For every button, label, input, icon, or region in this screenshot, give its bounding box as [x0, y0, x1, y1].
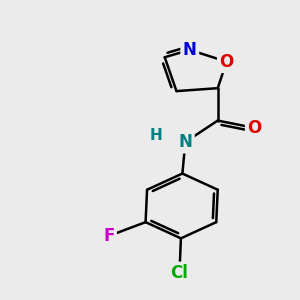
- Text: N: N: [183, 41, 197, 59]
- Text: F: F: [103, 227, 115, 245]
- Text: O: O: [219, 53, 234, 71]
- Text: H: H: [149, 128, 162, 143]
- Text: Cl: Cl: [170, 264, 188, 282]
- Text: N: N: [178, 133, 192, 151]
- Text: O: O: [248, 119, 262, 137]
